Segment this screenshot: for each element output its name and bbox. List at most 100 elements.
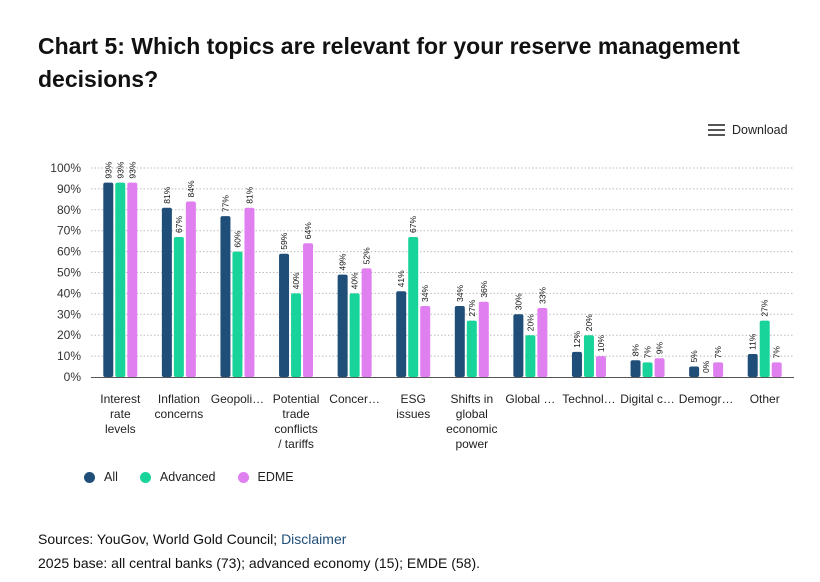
data-label: 7% bbox=[713, 346, 723, 359]
legend-dot-advanced bbox=[139, 471, 151, 483]
data-label: 0% bbox=[701, 360, 711, 373]
x-category-label: / tariffs bbox=[278, 437, 314, 451]
data-label: 27% bbox=[467, 299, 477, 316]
data-label: 67% bbox=[174, 216, 184, 233]
y-tick-label: 20% bbox=[57, 328, 81, 342]
y-tick-label: 10% bbox=[57, 349, 81, 363]
data-label: 5% bbox=[689, 350, 699, 363]
bar-advanced bbox=[408, 236, 419, 377]
data-label: 34% bbox=[455, 284, 465, 301]
x-category-label: Digital c… bbox=[620, 392, 675, 406]
legend: All Advanced EDME bbox=[84, 470, 316, 484]
legend-item-all[interactable]: All bbox=[84, 470, 118, 484]
x-category-label: levels bbox=[105, 422, 136, 436]
data-label: 77% bbox=[220, 195, 230, 212]
x-category-label: conflicts bbox=[274, 422, 317, 436]
y-tick-label: 60% bbox=[57, 245, 81, 259]
bar-edme bbox=[185, 201, 196, 377]
legend-label-all: All bbox=[104, 470, 118, 484]
x-category-label: Geopoli… bbox=[211, 392, 264, 406]
legend-dot-edme bbox=[237, 471, 249, 483]
data-label: 8% bbox=[631, 344, 641, 357]
legend-label-advanced: Advanced bbox=[159, 470, 216, 484]
bar-advanced bbox=[291, 293, 302, 377]
data-label: 20% bbox=[584, 314, 594, 331]
disclaimer-link[interactable]: Disclaimer bbox=[281, 531, 347, 547]
data-label: 59% bbox=[279, 232, 289, 249]
bar-edme bbox=[303, 243, 314, 377]
data-label: 40% bbox=[350, 272, 360, 289]
x-category-label: rate bbox=[110, 407, 131, 421]
bar-advanced bbox=[525, 335, 536, 377]
sources-text: Sources: YouGov, World Gold Council; bbox=[38, 531, 282, 547]
x-category-label: Other bbox=[750, 392, 780, 406]
bar-chart: 0%10%20%30%40%50%60%70%80%90%100% 93% 93% 9… bbox=[50, 161, 794, 451]
x-category-label: Concer… bbox=[329, 392, 380, 406]
x-category-label: economic bbox=[446, 422, 497, 436]
x-category-label: power bbox=[455, 437, 488, 451]
x-category-label: Shifts in bbox=[450, 392, 493, 406]
bar-advanced bbox=[173, 236, 184, 377]
data-label: 20% bbox=[525, 314, 535, 331]
y-tick-label: 40% bbox=[57, 286, 81, 300]
x-category-label: Potential bbox=[273, 392, 320, 406]
data-label: 67% bbox=[408, 216, 418, 233]
bar-all bbox=[220, 216, 231, 377]
bar-all bbox=[571, 351, 582, 377]
data-label: 27% bbox=[760, 299, 770, 316]
bar-advanced bbox=[349, 293, 360, 377]
data-label: 93% bbox=[127, 161, 137, 178]
bar-edme bbox=[713, 362, 724, 377]
y-tick-label: 100% bbox=[50, 161, 81, 175]
x-category-label: Global … bbox=[505, 392, 555, 406]
data-label: 52% bbox=[362, 247, 372, 264]
data-label: 84% bbox=[186, 180, 196, 197]
x-category-label: concerns bbox=[155, 407, 204, 421]
bar-all bbox=[337, 274, 348, 377]
x-category-label: Technol… bbox=[562, 392, 615, 406]
bar-advanced bbox=[232, 251, 243, 377]
bar-edme bbox=[478, 301, 489, 377]
y-tick-label: 90% bbox=[57, 182, 81, 196]
y-tick-label: 50% bbox=[57, 266, 81, 280]
data-label: 7% bbox=[643, 346, 653, 359]
data-label: 40% bbox=[291, 272, 301, 289]
data-label: 81% bbox=[162, 186, 172, 203]
bar-edme bbox=[595, 356, 606, 377]
bar-edme bbox=[537, 308, 548, 377]
x-category-label: ESG bbox=[401, 392, 426, 406]
data-label: 10% bbox=[596, 335, 606, 352]
bar-edme bbox=[771, 362, 782, 377]
bar-advanced bbox=[759, 320, 770, 377]
sources-note: Sources: YouGov, World Gold Council; Dis… bbox=[38, 531, 346, 547]
x-category-label: Demogr… bbox=[679, 392, 734, 406]
x-category-label: Inflation bbox=[158, 392, 200, 406]
data-label: 12% bbox=[572, 330, 582, 347]
y-tick-label: 0% bbox=[64, 370, 82, 384]
y-tick-label: 30% bbox=[57, 307, 81, 321]
data-label: 30% bbox=[513, 293, 523, 310]
bar-all bbox=[396, 291, 407, 377]
legend-item-advanced[interactable]: Advanced bbox=[139, 470, 216, 484]
data-label: 33% bbox=[537, 287, 547, 304]
bar-all bbox=[689, 366, 700, 377]
bar-all bbox=[161, 207, 172, 377]
legend-item-edme[interactable]: EDME bbox=[237, 470, 294, 484]
data-label: 9% bbox=[655, 341, 665, 354]
legend-dot-all bbox=[84, 471, 95, 483]
bar-edme bbox=[244, 207, 255, 377]
data-label: 41% bbox=[396, 270, 406, 287]
download-label: Download bbox=[732, 123, 788, 137]
bar-all bbox=[747, 354, 758, 377]
data-label: 93% bbox=[115, 161, 125, 178]
data-label: 34% bbox=[420, 284, 430, 301]
bar-all bbox=[454, 305, 465, 377]
download-button[interactable]: Download bbox=[708, 123, 788, 137]
bar-edme bbox=[361, 268, 372, 377]
bar-advanced bbox=[115, 182, 126, 377]
menu-icon bbox=[708, 124, 725, 136]
y-tick-label: 70% bbox=[57, 224, 81, 238]
bar-all bbox=[630, 360, 641, 377]
x-category-label: Interest bbox=[100, 392, 141, 406]
x-category-label: trade bbox=[282, 407, 310, 421]
